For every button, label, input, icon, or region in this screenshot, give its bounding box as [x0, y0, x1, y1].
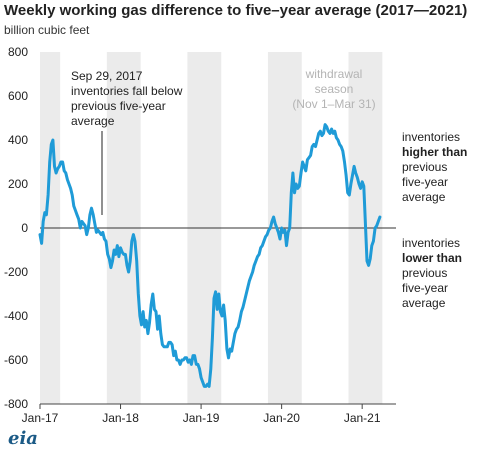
lower-label-line3: previous	[402, 266, 448, 280]
inventory-note-line3: previous five-year	[71, 99, 166, 113]
inventory-note-line2: inventories fall below	[71, 84, 183, 98]
eia-logo: eia	[8, 428, 38, 449]
higher-label-line5: average	[402, 190, 446, 204]
y-tick-label: 400	[8, 133, 28, 147]
withdrawal-season-label: withdrawal season (Nov 1–Mar 31)	[292, 67, 375, 111]
season-label-line3: (Nov 1–Mar 31)	[292, 97, 375, 111]
y-tick-label: 200	[8, 177, 28, 191]
chart-subtitle: billion cubic feet	[4, 23, 90, 37]
chart-title: Weekly working gas difference to five–ye…	[4, 2, 468, 19]
x-tick-label: Jan-21	[344, 411, 381, 425]
x-axis: Jan-17 Jan-18 Jan-19 Jan-20 Jan-21	[22, 404, 381, 425]
series-line	[38, 123, 382, 388]
y-axis: -800 -600 -400 -200 0 200 400 600 800	[4, 45, 28, 411]
y-tick-label: -200	[4, 265, 28, 279]
lower-label-line4: five-year	[402, 281, 449, 295]
higher-than-label: inventories higher than previous five-ye…	[402, 130, 467, 205]
inventory-note-line1: Sep 29, 2017	[71, 69, 143, 83]
x-tick-label: Jan-19	[183, 411, 220, 425]
y-tick-label: -400	[4, 309, 28, 323]
y-tick-label: 600	[8, 89, 28, 103]
lower-label-line1: inventories	[402, 236, 461, 250]
higher-label-line1: inventories	[402, 130, 461, 144]
y-tick-label: 800	[8, 45, 28, 59]
x-tick-label: Jan-17	[22, 411, 59, 425]
higher-label-line4: five-year	[402, 175, 449, 189]
y-tick-label: 0	[21, 221, 28, 235]
inventory-note-line4: average	[71, 114, 115, 128]
season-label-line1: withdrawal	[305, 67, 363, 81]
season-label-line2: season	[315, 82, 354, 96]
lower-than-label: inventories lower than previous five-yea…	[402, 236, 462, 311]
inventory-note-annotation: Sep 29, 2017 inventories fall below prev…	[71, 69, 183, 215]
higher-label-bold: higher than	[402, 145, 468, 159]
lower-label-bold: lower than	[402, 251, 463, 265]
y-tick-label: -600	[4, 353, 28, 367]
y-tick-label: -800	[4, 397, 28, 411]
higher-label-line3: previous	[402, 160, 448, 174]
lower-label-line5: average	[402, 296, 446, 310]
x-tick-label: Jan-20	[263, 411, 300, 425]
x-tick-label: Jan-18	[102, 411, 139, 425]
